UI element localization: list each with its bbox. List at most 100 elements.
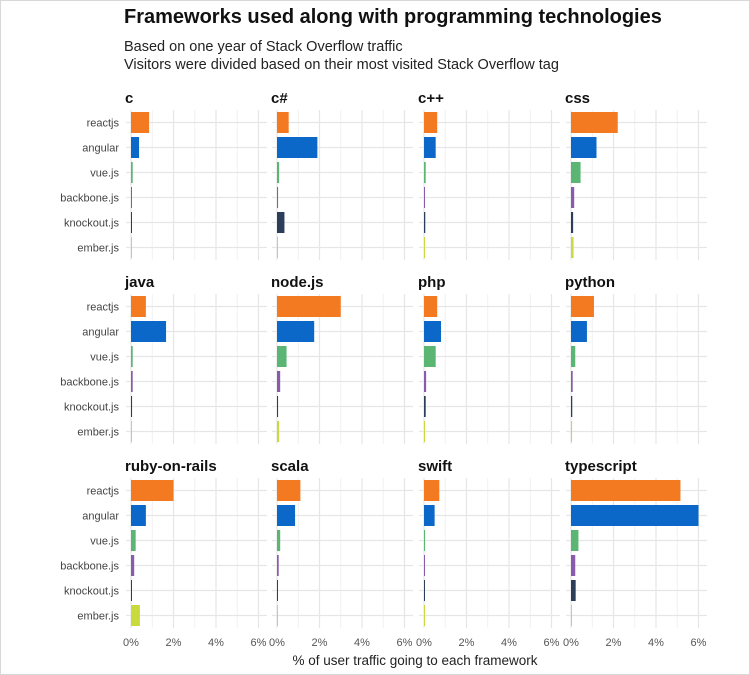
bar-knockout-js [571, 212, 574, 233]
facet-title: java [124, 274, 155, 291]
bar-backbone-js [277, 371, 281, 392]
bar-ember-js [131, 605, 140, 626]
bar-backbone-js [131, 555, 135, 576]
bar-knockout-js [424, 212, 426, 233]
bar-vue-js [277, 530, 281, 551]
bar-backbone-js [424, 555, 425, 576]
bar-ember-js [424, 605, 425, 626]
x-tick-label: 4% [208, 637, 224, 649]
bar-ember-js [424, 237, 425, 258]
chart-title: Frameworks used along with programming t… [124, 6, 662, 28]
bar-ember-js [131, 237, 132, 258]
bar-knockout-js [131, 212, 132, 233]
y-tick-label: knockout.js [64, 218, 120, 230]
bar-vue-js [277, 346, 287, 367]
bar-knockout-js [277, 212, 285, 233]
bar-angular [131, 505, 146, 526]
y-tick-label: angular [82, 143, 119, 155]
x-tick-label: 4% [354, 637, 370, 649]
bar-backbone-js [277, 555, 279, 576]
x-tick-label: 6% [544, 637, 560, 649]
facet-title: c++ [418, 90, 444, 107]
bar-ember-js [277, 237, 278, 258]
bar-reactjs [131, 112, 150, 133]
x-tick-label: 6% [251, 637, 267, 649]
x-tick-label: 2% [606, 637, 622, 649]
bar-vue-js [131, 162, 133, 183]
y-tick-label: knockout.js [64, 402, 120, 414]
bar-vue-js [131, 346, 133, 367]
bar-backbone-js [424, 187, 425, 208]
y-tick-label: ember.js [77, 427, 119, 439]
bar-ember-js [424, 421, 425, 442]
x-tick-label: 0% [563, 637, 579, 649]
bar-backbone-js [277, 187, 279, 208]
bar-angular [277, 321, 315, 342]
bar-backbone-js [571, 187, 575, 208]
facet-title: swift [418, 458, 452, 475]
bar-vue-js [571, 530, 579, 551]
bar-reactjs [424, 112, 438, 133]
x-tick-label: 0% [123, 637, 139, 649]
bar-vue-js [131, 530, 136, 551]
y-tick-label: reactjs [87, 486, 120, 498]
bar-knockout-js [277, 580, 278, 601]
bar-vue-js [571, 162, 581, 183]
bar-angular [571, 137, 597, 158]
bar-knockout-js [571, 396, 573, 417]
chart-subtitle-2: Visitors were divided based on their mos… [124, 57, 559, 73]
facet-title: typescript [565, 458, 637, 475]
bar-angular [571, 321, 587, 342]
bar-angular [424, 137, 436, 158]
bar-backbone-js [424, 371, 427, 392]
bar-knockout-js [424, 580, 425, 601]
bar-reactjs [131, 296, 146, 317]
bar-ember-js [571, 237, 574, 258]
bar-knockout-js [131, 396, 133, 417]
facet-title: node.js [271, 274, 324, 291]
y-tick-label: reactjs [87, 302, 120, 314]
bar-ember-js [277, 421, 280, 442]
bar-reactjs [571, 296, 594, 317]
x-tick-label: 2% [312, 637, 328, 649]
bar-angular [571, 505, 699, 526]
y-tick-label: backbone.js [60, 193, 119, 205]
bar-backbone-js [571, 371, 573, 392]
y-tick-label: ember.js [77, 243, 119, 255]
bar-ember-js [277, 605, 278, 626]
y-tick-label: vue.js [90, 168, 119, 180]
bar-knockout-js [571, 580, 576, 601]
bar-angular [424, 321, 441, 342]
y-tick-label: vue.js [90, 536, 119, 548]
bar-angular [277, 137, 318, 158]
y-tick-label: reactjs [87, 118, 120, 130]
facet-title: php [418, 274, 446, 291]
bar-angular [131, 321, 167, 342]
x-tick-label: 0% [269, 637, 285, 649]
bar-vue-js [571, 346, 576, 367]
bar-knockout-js [131, 580, 132, 601]
bar-ember-js [571, 421, 573, 442]
x-tick-label: 6% [691, 637, 707, 649]
bar-reactjs [277, 480, 301, 501]
bar-vue-js [424, 530, 426, 551]
bar-reactjs [277, 112, 289, 133]
bar-reactjs [424, 480, 440, 501]
x-tick-label: 0% [416, 637, 432, 649]
y-tick-label: vue.js [90, 352, 119, 364]
bar-reactjs [277, 296, 341, 317]
bar-angular [277, 505, 296, 526]
bar-reactjs [571, 480, 681, 501]
x-tick-label: 2% [166, 637, 182, 649]
bar-angular [424, 505, 435, 526]
facet-title: python [565, 274, 615, 291]
bar-ember-js [131, 421, 132, 442]
y-tick-label: knockout.js [64, 586, 120, 598]
bar-vue-js [424, 346, 436, 367]
bar-angular [131, 137, 140, 158]
bar-reactjs [424, 296, 438, 317]
facet-title: c [125, 90, 133, 107]
bar-backbone-js [131, 187, 132, 208]
x-tick-label: 4% [648, 637, 664, 649]
